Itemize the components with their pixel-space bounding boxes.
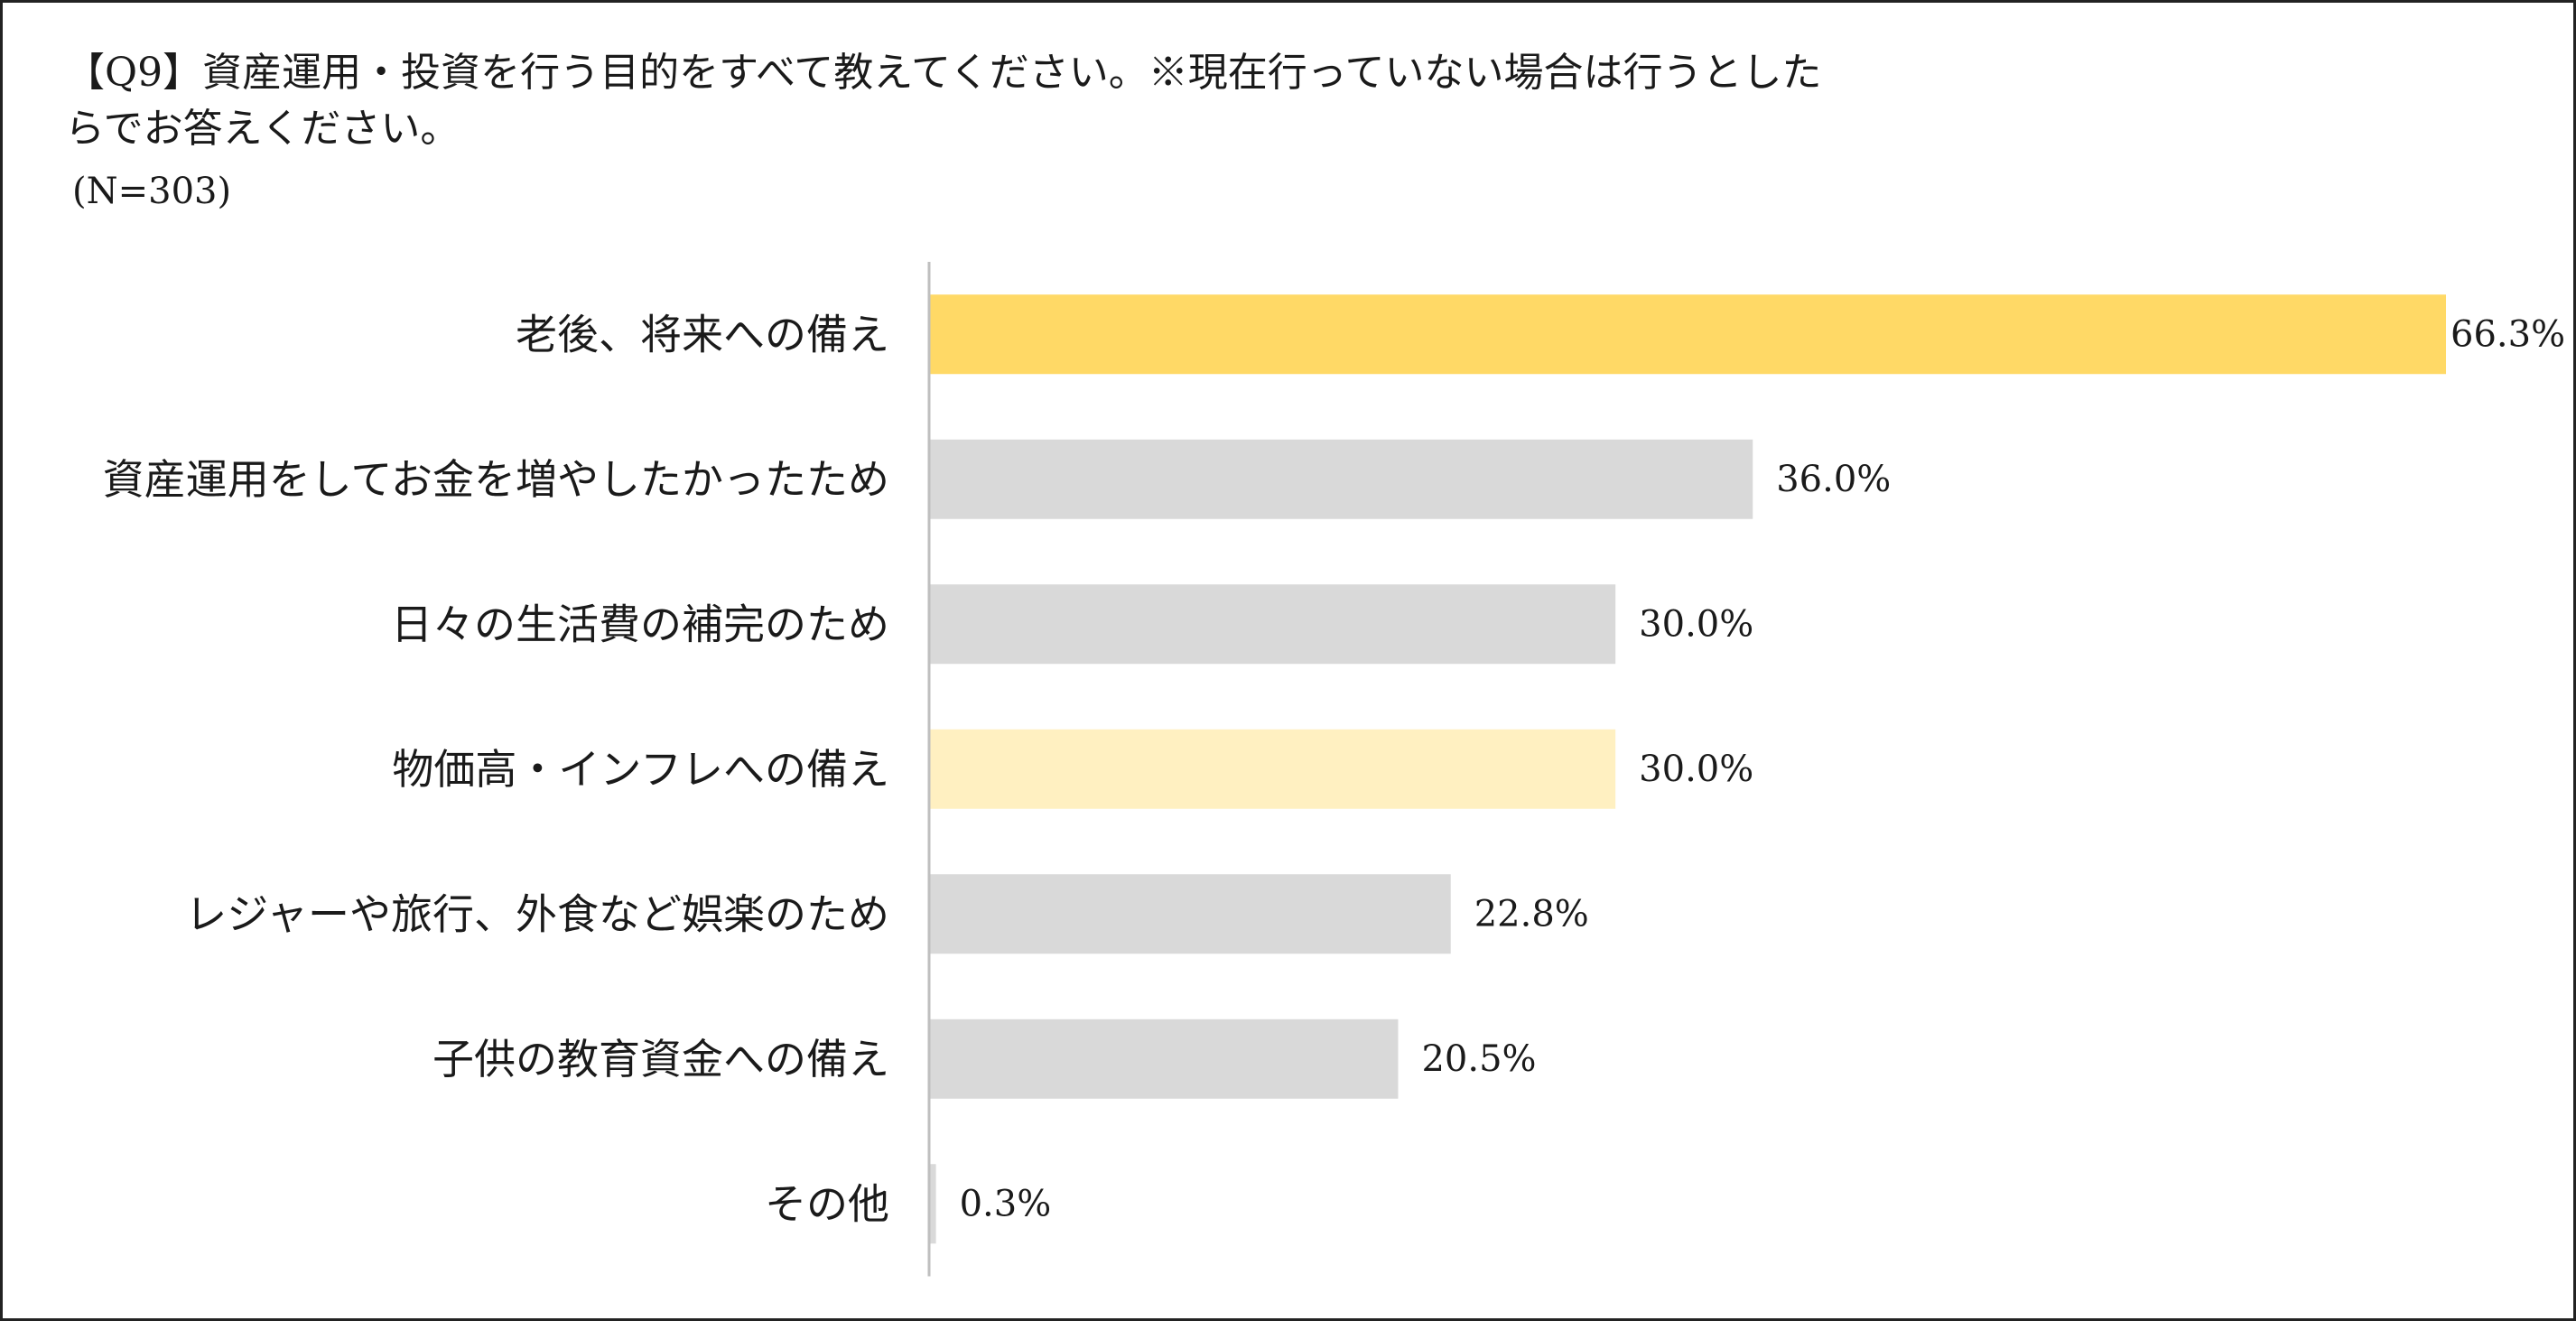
- question-title-line-1: 【Q9】資産運用・投資を行う目的をすべて教えてください。※現在行っていない場合は…: [65, 50, 1822, 96]
- bar-6: [929, 1019, 1399, 1099]
- category-label-3: 日々の生活費の補完のため: [391, 600, 889, 648]
- category-label-7: その他: [765, 1179, 889, 1228]
- category-label-5: レジャーや旅行、外食など娯楽のため: [185, 889, 889, 938]
- value-label-7: 0.3%: [960, 1183, 1052, 1224]
- value-label-1: 66.3%: [2450, 313, 2565, 355]
- bar-4: [929, 729, 1616, 809]
- bar-5: [929, 874, 1451, 954]
- value-label-5: 22.8%: [1474, 893, 1589, 935]
- value-label-2: 36.0%: [1776, 459, 1891, 500]
- bar-7: [929, 1164, 936, 1244]
- value-label-3: 30.0%: [1639, 603, 1753, 645]
- question-title-line-2: らでお答えください。: [65, 106, 460, 152]
- question-title: 【Q9】資産運用・投資を行う目的をすべて教えてください。※現在行っていない場合は…: [65, 45, 2142, 157]
- bar-3: [929, 584, 1616, 665]
- value-label-6: 20.5%: [1421, 1038, 1536, 1080]
- category-label-6: 子供の教育資金への備え: [432, 1035, 889, 1084]
- bar-1: [929, 294, 2446, 375]
- category-label-1: 老後、将来への備え: [516, 310, 889, 358]
- category-label-2: 資産運用をしてお金を増やしたかったため: [103, 455, 889, 504]
- sample-size-note: (N=303): [72, 171, 232, 212]
- bar-2: [929, 439, 1753, 519]
- category-label-4: 物価高・インフレへの備え: [392, 745, 889, 794]
- value-label-4: 30.0%: [1639, 749, 1753, 790]
